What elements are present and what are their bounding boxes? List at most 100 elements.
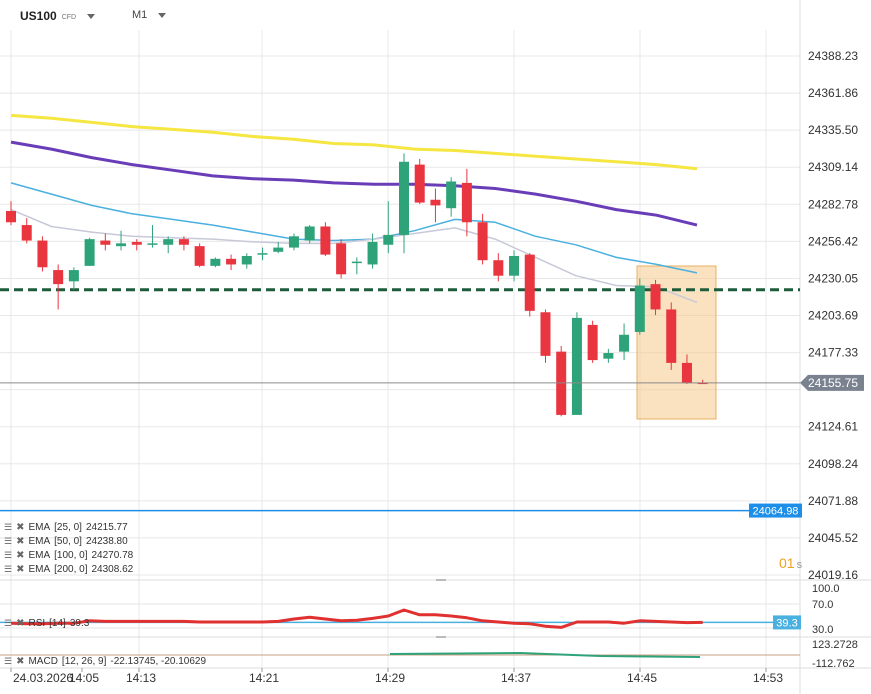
rsi-legend[interactable]: ☰ ✖ RSI [14] 39.3 bbox=[4, 618, 89, 629]
ema-params: [200, 0] bbox=[54, 564, 88, 575]
rsi-axis-label: 100.0 bbox=[812, 583, 840, 595]
symbol-name: US100 bbox=[20, 9, 57, 23]
rsi-line bbox=[10, 608, 703, 629]
ema-legend-item[interactable]: ☰ ✖ EMA [50, 0] 24238.80 bbox=[4, 536, 128, 547]
candle-body bbox=[587, 324, 598, 361]
settings-icon[interactable]: ☰ bbox=[4, 564, 13, 574]
ema-value: 24238.80 bbox=[85, 536, 128, 547]
rsi-params: [14] bbox=[49, 618, 66, 629]
symbol-selector[interactable]: US100 CFD bbox=[20, 9, 96, 23]
candle-body bbox=[53, 270, 64, 285]
rsi-label: RSI bbox=[28, 618, 46, 629]
candle-body bbox=[571, 317, 582, 415]
price-axis-label: 24177.33 bbox=[808, 346, 858, 360]
candle-body bbox=[446, 181, 457, 209]
ema-legend-item[interactable]: ☰ ✖ EMA [100, 0] 24270.78 bbox=[4, 550, 133, 561]
price-axis-label: 24230.05 bbox=[808, 271, 858, 285]
ema-value: 24308.62 bbox=[91, 564, 134, 575]
time-axis-label: 14:21 bbox=[249, 671, 279, 685]
close-icon[interactable]: ✖ bbox=[16, 564, 25, 575]
macd-label: MACD bbox=[28, 656, 58, 667]
ema-legend-item[interactable]: ☰ ✖ EMA [200, 0] 24308.62 bbox=[4, 564, 133, 575]
price-axis-label: 24256.42 bbox=[808, 234, 858, 248]
ema-params: [25, 0] bbox=[54, 522, 82, 533]
time-axis-label: 14:05 bbox=[69, 671, 99, 685]
candle-body bbox=[84, 239, 95, 266]
ema-50-line bbox=[10, 182, 698, 274]
price-axis-label: 24071.88 bbox=[808, 494, 858, 508]
price-axis-label: 24019.16 bbox=[808, 568, 858, 582]
ema-25-line bbox=[10, 208, 698, 304]
close-icon[interactable]: ✖ bbox=[16, 656, 25, 667]
pane-resize-handle bbox=[436, 579, 446, 581]
settings-icon[interactable]: ☰ bbox=[4, 618, 13, 628]
settings-icon[interactable]: ☰ bbox=[4, 522, 13, 532]
candle-body bbox=[399, 161, 409, 235]
chevron-down-icon bbox=[158, 12, 167, 18]
rsi-axis-label: 70.0 bbox=[812, 599, 833, 611]
time-axis-label: 14:45 bbox=[627, 671, 657, 685]
candle-body bbox=[21, 225, 32, 241]
candle-body bbox=[304, 226, 315, 241]
ema-label: EMA bbox=[28, 536, 51, 547]
macd-legend[interactable]: ☰ ✖ MACD [12, 26, 9] -22.13745, -20.1062… bbox=[4, 656, 206, 667]
candle-body bbox=[666, 309, 677, 363]
rsi-value-tag bbox=[773, 615, 801, 630]
candle-body bbox=[257, 253, 268, 255]
time-axis-label: 14:37 bbox=[501, 671, 531, 685]
countdown-value: 01 bbox=[779, 555, 795, 571]
candle-body bbox=[288, 236, 299, 248]
pane-resize-handle bbox=[436, 636, 446, 638]
ema-100-line bbox=[10, 140, 698, 227]
price-axis-label: 24361.86 bbox=[808, 86, 858, 100]
candle-body bbox=[6, 211, 16, 223]
candle-body bbox=[477, 222, 488, 261]
ema-legend-item[interactable]: ☰ ✖ EMA [25, 0] 24215.77 bbox=[4, 522, 128, 533]
rsi-value-tag-label: 39.3 bbox=[776, 617, 797, 629]
candle-body bbox=[241, 256, 252, 265]
settings-icon[interactable]: ☰ bbox=[4, 550, 13, 560]
settings-icon[interactable]: ☰ bbox=[4, 536, 13, 546]
price-axis-label: 24098.24 bbox=[808, 457, 858, 471]
candle-body bbox=[273, 247, 284, 252]
time-axis-label: 14:13 bbox=[126, 671, 156, 685]
candle-countdown: 01 s bbox=[779, 555, 802, 571]
candle-body bbox=[634, 285, 645, 332]
candle-body bbox=[147, 243, 158, 245]
time-axis-label: 14:29 bbox=[375, 671, 405, 685]
settings-icon[interactable]: ☰ bbox=[4, 656, 13, 666]
macd-histogram bbox=[389, 651, 701, 658]
candle-body bbox=[37, 240, 48, 268]
timeframe-selector[interactable]: M1 bbox=[132, 9, 167, 21]
candle-body bbox=[116, 243, 127, 247]
countdown-unit: s bbox=[796, 559, 803, 571]
candle-body bbox=[68, 270, 79, 282]
time-axis-label: 14:53 bbox=[753, 671, 783, 685]
price-axis-label: 24203.69 bbox=[808, 309, 858, 323]
price-axis-label: 24388.23 bbox=[808, 49, 858, 63]
price-axis-label: 24335.50 bbox=[808, 123, 858, 137]
current-price-tag bbox=[800, 374, 864, 391]
candle-body bbox=[414, 164, 425, 203]
candle-body bbox=[540, 312, 551, 356]
candle-body bbox=[681, 362, 692, 383]
candle-body bbox=[100, 240, 111, 245]
candle-body bbox=[226, 258, 237, 265]
candle-body bbox=[619, 334, 630, 352]
macd-values: -22.13745, -20.10629 bbox=[110, 656, 207, 667]
macd-params: [12, 26, 9] bbox=[61, 656, 107, 667]
chevron-down-icon bbox=[87, 13, 96, 19]
ema-label: EMA bbox=[28, 550, 51, 561]
candle-body bbox=[320, 226, 331, 255]
candle-body bbox=[493, 260, 504, 276]
close-icon[interactable]: ✖ bbox=[16, 522, 25, 533]
ema-label: EMA bbox=[28, 522, 51, 533]
close-icon[interactable]: ✖ bbox=[16, 618, 25, 629]
candle-body bbox=[509, 256, 520, 276]
candle-body bbox=[650, 284, 661, 310]
close-icon[interactable]: ✖ bbox=[16, 536, 25, 547]
candle-body bbox=[367, 241, 378, 265]
close-icon[interactable]: ✖ bbox=[16, 550, 25, 561]
ema-params: [100, 0] bbox=[54, 550, 88, 561]
